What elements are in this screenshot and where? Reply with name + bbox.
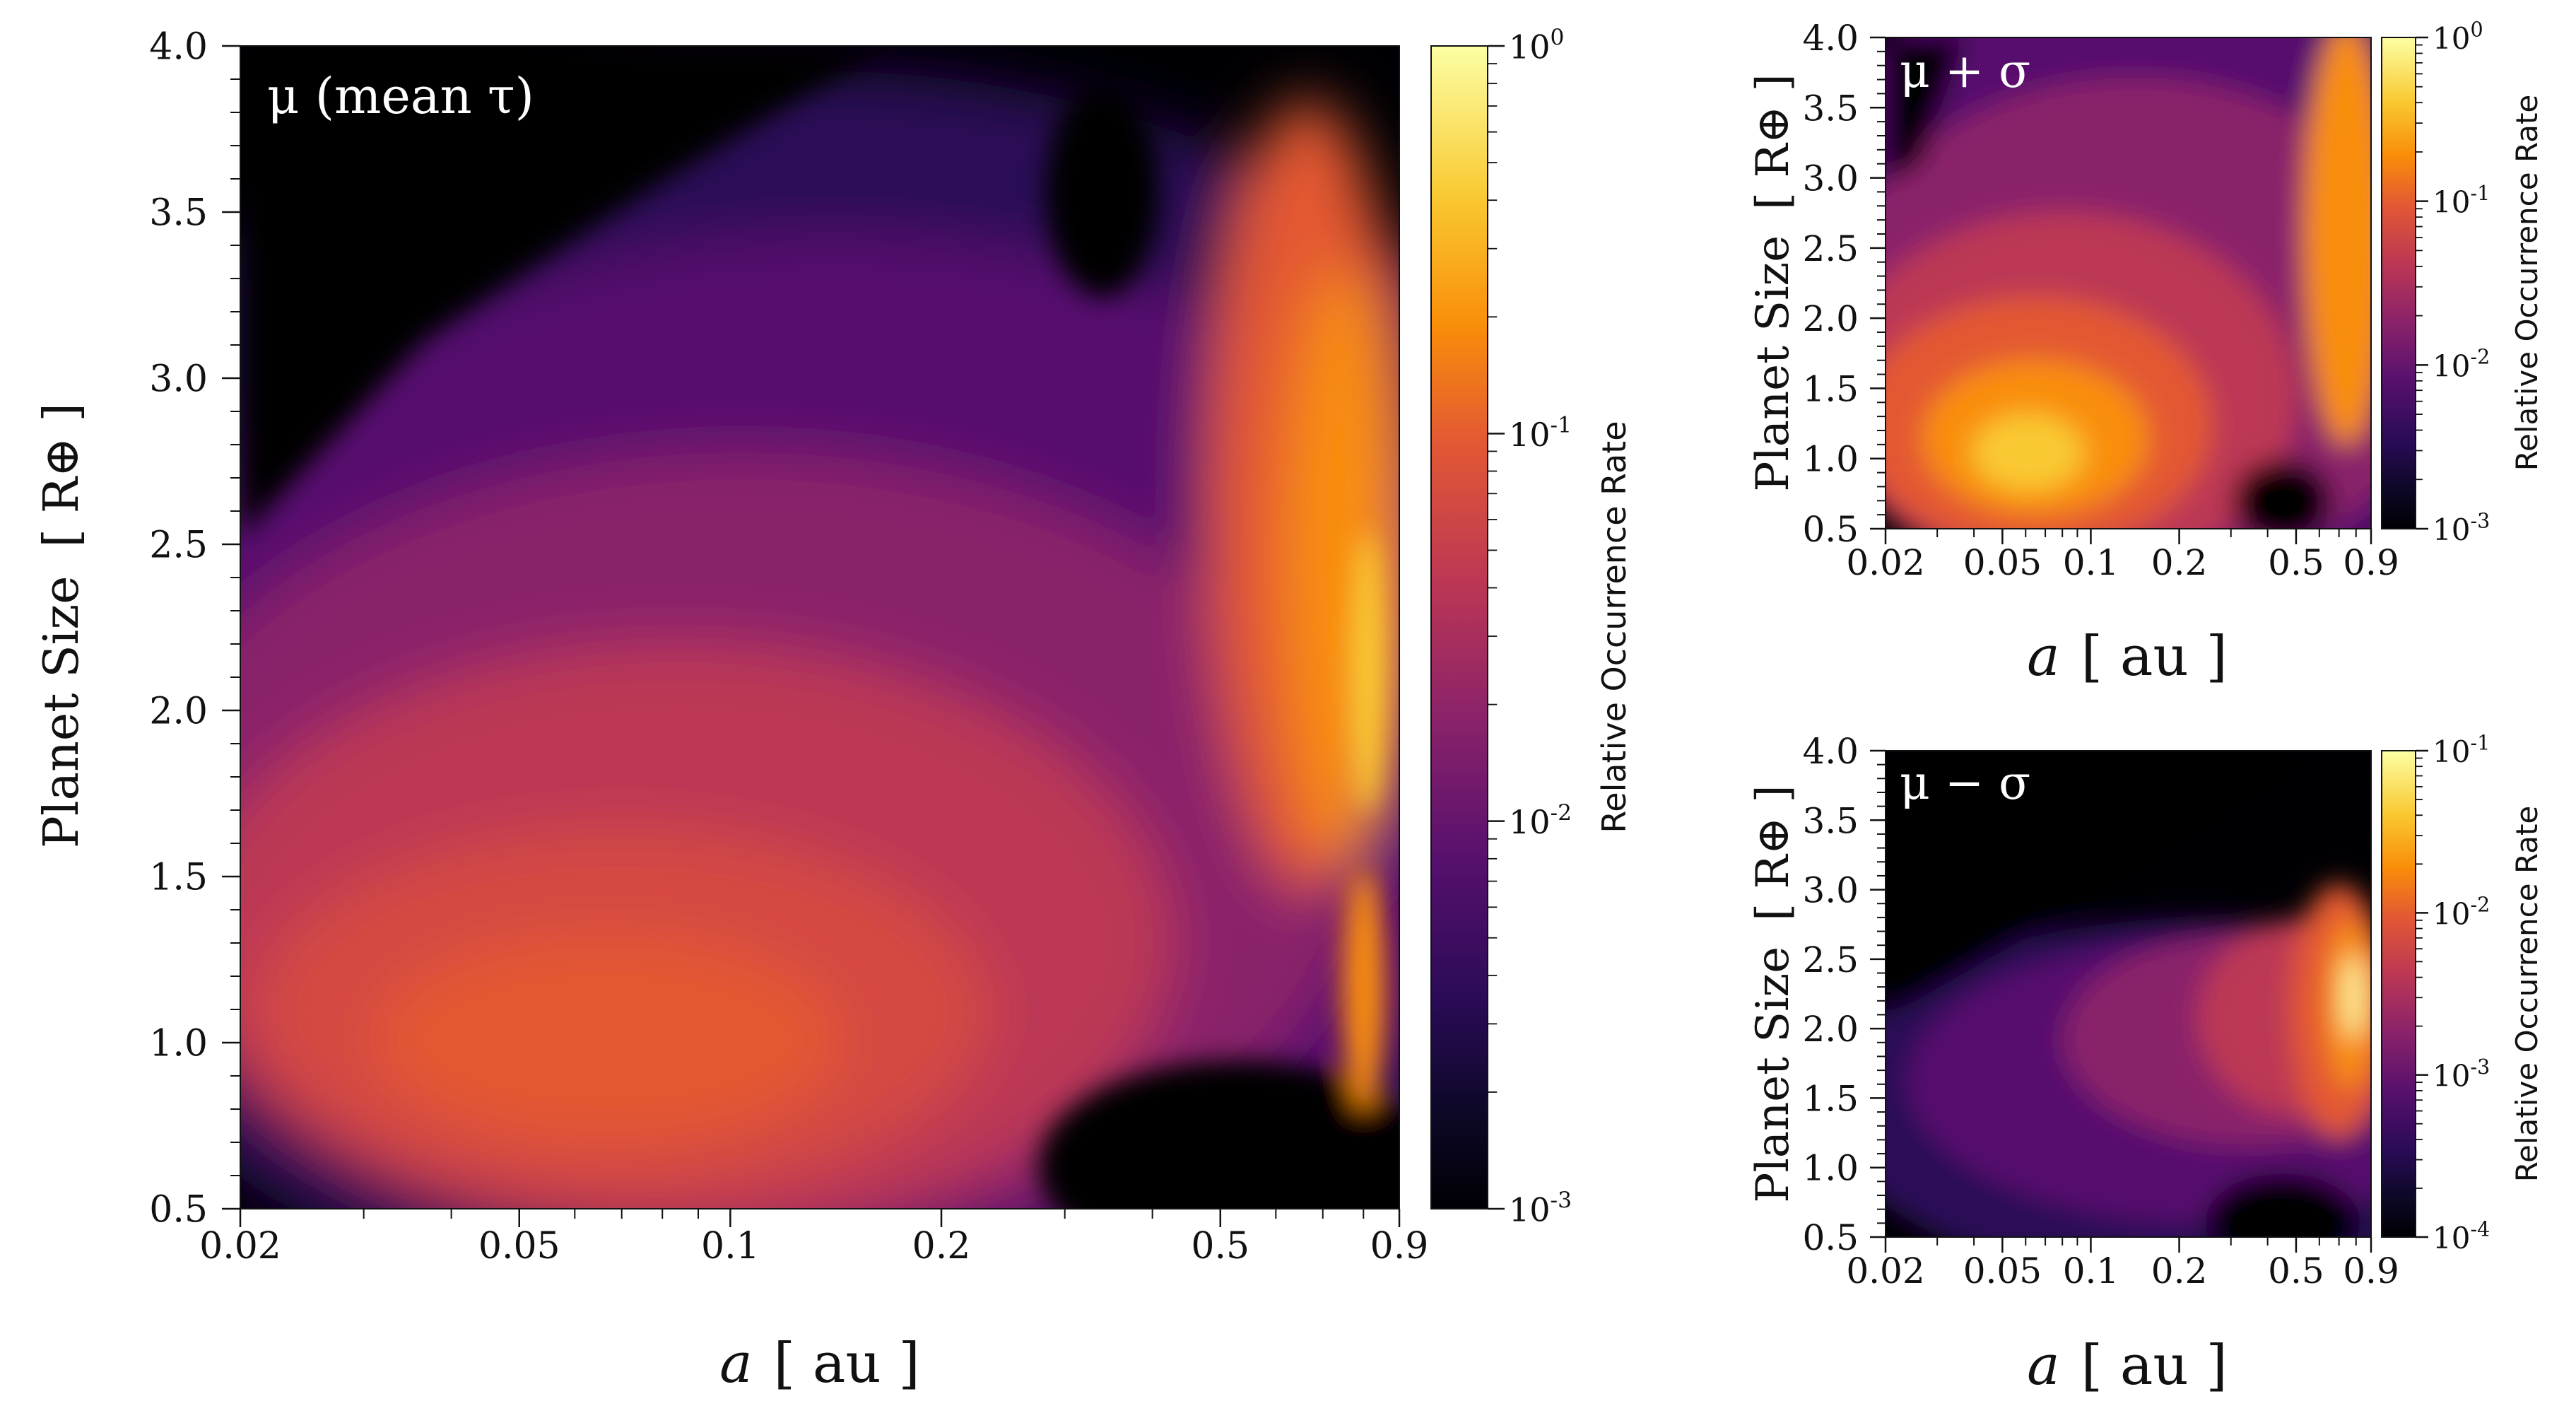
heatmap-main-x-ticks: 0.02 0.05 0.1 0.2 0.5 0.9 <box>199 1209 1428 1267</box>
heatmap-main-xlabel: a[ au ] <box>719 1332 920 1395</box>
heatmap-plus-sigma-x-tick-label: 0.05 <box>1963 542 2042 583</box>
heatmap-minus-sigma-title: μ − σ <box>1900 756 2030 810</box>
heatmap-minus-sigma-ylabel: Planet Size[ R⊕ ] <box>1747 785 1799 1202</box>
heatmap-main-ylabel: Planet Size[ R⊕ ] <box>34 403 90 848</box>
heatmap-main-y-tick-label: 1.0 <box>149 1023 208 1065</box>
heatmap-minus-sigma-colorbar-tick-label: 10-3 <box>2433 1055 2490 1094</box>
heatmap-minus-sigma-y-tick-label: 2.5 <box>1802 939 1859 980</box>
heatmap-main-field <box>240 46 1399 1209</box>
heatmap-main-colorbar-tick-label: 10-1 <box>1509 412 1572 453</box>
heatmap-main-y-tick-label: 0.5 <box>149 1189 208 1231</box>
heatmap-minus-sigma-y-ticks: 0.5 1.0 1.5 2.0 2.5 3.0 3.5 4.0 <box>1802 731 1886 1258</box>
heatmap-plus-sigma-y-tick-label: 3.5 <box>1802 88 1859 129</box>
heatmap-plus-sigma-colorbar-tick-label: 10-1 <box>2433 181 2490 220</box>
heatmap-plus-sigma-title: μ + σ <box>1900 44 2030 98</box>
heatmap-minus-sigma-y-tick-label: 2.0 <box>1802 1009 1859 1050</box>
heatmap-main-y-tick-label: 2.5 <box>149 525 208 567</box>
heatmap-minus-sigma-x-tick-label: 0.02 <box>1846 1250 1924 1291</box>
heatmap-plus-sigma-xlabel: a[ au ] <box>2027 625 2228 689</box>
heatmap-minus-sigma-y-tick-label: 1.5 <box>1802 1078 1859 1119</box>
heatmap-plus-sigma-y-tick-label: 4.0 <box>1802 18 1859 59</box>
heatmap-minus-sigma-colorbar-tick-label: 10-1 <box>2433 730 2490 769</box>
heatmap-plus-sigma-y-tick-label: 2.5 <box>1802 228 1859 269</box>
heatmap-plus-sigma: 0.02 0.05 0.1 0.2 0.5 0.9 0.5 1.0 1.5 2.0 2.5 3.0 3… <box>1747 17 2544 689</box>
heatmap-minus-sigma-x-ticks: 0.02 0.05 0.1 0.2 0.5 0.9 <box>1846 1237 2399 1291</box>
heatmap-plus-sigma-ylabel: Planet Size[ R⊕ ] <box>1747 74 1799 491</box>
heatmap-plus-sigma-frame <box>1885 37 2372 529</box>
heatmap-plus-sigma-y-ticks: 0.5 1.0 1.5 2.0 2.5 3.0 3.5 4.0 <box>1802 18 1886 550</box>
heatmap-plus-sigma-x-tick-label: 0.02 <box>1846 542 1924 583</box>
heatmap-minus-sigma-x-tick-label: 0.9 <box>2343 1250 2399 1291</box>
heatmap-main-x-tick-label: 0.1 <box>701 1225 760 1267</box>
heatmap-minus-sigma-colorbar-tick-label: 10-4 <box>2433 1217 2490 1255</box>
heatmap-main-colorbar-tick-label: 100 <box>1509 25 1564 66</box>
heatmap-plus-sigma-y-tick-label: 3.0 <box>1802 158 1859 199</box>
heatmap-minus-sigma-x-tick-label: 0.5 <box>2268 1250 2324 1291</box>
heatmap-main-y-tick-label: 1.5 <box>149 857 208 899</box>
heatmap-plus-sigma-x-tick-label: 0.9 <box>2343 542 2399 583</box>
heatmap-main-y-tick-label: 3.0 <box>149 358 208 401</box>
heatmap-main-x-tick-label: 0.02 <box>199 1225 281 1267</box>
heatmap-main-y-tick-label: 4.0 <box>149 26 208 69</box>
heatmap-main-colorbar-label: Relative Occurrence Rate <box>1595 421 1633 833</box>
heatmap-minus-sigma-frame <box>1885 750 2372 1238</box>
heatmap-minus-sigma: 0.02 0.05 0.1 0.2 0.5 0.9 0.5 1.0 1.5 2.0 2.5 3.0 3… <box>1747 730 2544 1398</box>
heatmap-main-y-ticks: 0.5 1.0 1.5 2.0 2.5 3.0 3.5 4.0 <box>149 26 240 1231</box>
heatmap-minus-sigma-colorbar-tick-label: 10-2 <box>2433 893 2490 932</box>
heatmap-plus-sigma-colorbar-label: Relative Occurrence Rate <box>2510 95 2544 471</box>
heatmap-minus-sigma-x-tick-label: 0.05 <box>1963 1250 2042 1291</box>
heatmap-main-colorbar <box>1430 45 1488 1209</box>
heatmap-plus-sigma-y-tick-label: 2.0 <box>1802 298 1859 339</box>
heatmap-main-y-tick-label: 3.5 <box>149 192 208 235</box>
heatmap-main-colorbar-ticks: 100 10-1 10-2 10-3 <box>1488 25 1572 1229</box>
heatmap-minus-sigma-colorbar <box>2381 750 2416 1238</box>
heatmap-plus-sigma-x-tick-label: 0.2 <box>2151 542 2208 583</box>
heatmap-plus-sigma-field <box>1886 37 2371 529</box>
heatmap-plus-sigma-colorbar-ticks: 100 10-1 10-2 10-3 <box>2416 17 2490 547</box>
heatmap-main-colorbar-tick-label: 10-3 <box>1509 1188 1572 1229</box>
heatmap-minus-sigma-y-tick-label: 3.0 <box>1802 870 1859 911</box>
heatmap-main-x-tick-label: 0.2 <box>912 1225 971 1267</box>
heatmap-plus-sigma-y-tick-label: 0.5 <box>1802 509 1859 550</box>
heatmap-plus-sigma-x-tick-label: 0.5 <box>2268 542 2324 583</box>
heatmap-plus-sigma-colorbar <box>2381 37 2416 529</box>
heatmap-main-y-tick-label: 2.0 <box>149 691 208 733</box>
heatmap-main-x-tick-label: 0.9 <box>1370 1225 1429 1267</box>
heatmap-minus-sigma-field <box>1886 751 2371 1237</box>
heatmap-plus-sigma-colorbar-tick-label: 10-3 <box>2433 508 2490 547</box>
heatmap-main: 0.02 0.05 0.1 0.2 0.5 0.9 0.5 1.0 1.5 2.0 2.5 3.0 3… <box>34 25 1633 1395</box>
heatmap-minus-sigma-y-tick-label: 0.5 <box>1802 1217 1859 1258</box>
heatmap-minus-sigma-y-tick-label: 1.0 <box>1802 1148 1859 1189</box>
heatmap-main-colorbar-tick-label: 10-2 <box>1509 800 1572 841</box>
heatmap-minus-sigma-xlabel: a[ au ] <box>2027 1334 2228 1398</box>
heatmap-minus-sigma-y-tick-label: 4.0 <box>1802 731 1859 772</box>
heatmap-plus-sigma-y-tick-label: 1.0 <box>1802 439 1859 480</box>
heatmap-main-x-tick-label: 0.05 <box>478 1225 560 1267</box>
heatmap-plus-sigma-x-ticks: 0.02 0.05 0.1 0.2 0.5 0.9 <box>1846 529 2399 583</box>
heatmap-plus-sigma-y-tick-label: 1.5 <box>1802 368 1859 409</box>
heatmap-minus-sigma-colorbar-ticks: 10-1 10-2 10-3 10-4 <box>2416 730 2490 1255</box>
heatmap-main-x-tick-label: 0.5 <box>1191 1225 1249 1267</box>
heatmap-main-frame <box>240 45 1400 1209</box>
heatmap-minus-sigma-colorbar-label: Relative Occurrence Rate <box>2510 806 2544 1183</box>
heatmap-minus-sigma-y-tick-label: 3.5 <box>1802 800 1859 841</box>
heatmap-plus-sigma-x-tick-label: 0.1 <box>2063 542 2119 583</box>
heatmap-main-title: μ (mean τ) <box>267 67 534 125</box>
heatmap-plus-sigma-colorbar-tick-label: 10-2 <box>2433 345 2490 384</box>
heatmap-minus-sigma-x-tick-label: 0.1 <box>2063 1250 2119 1291</box>
heatmap-minus-sigma-x-tick-label: 0.2 <box>2151 1250 2208 1291</box>
heatmap-plus-sigma-colorbar-tick-label: 100 <box>2433 17 2483 56</box>
